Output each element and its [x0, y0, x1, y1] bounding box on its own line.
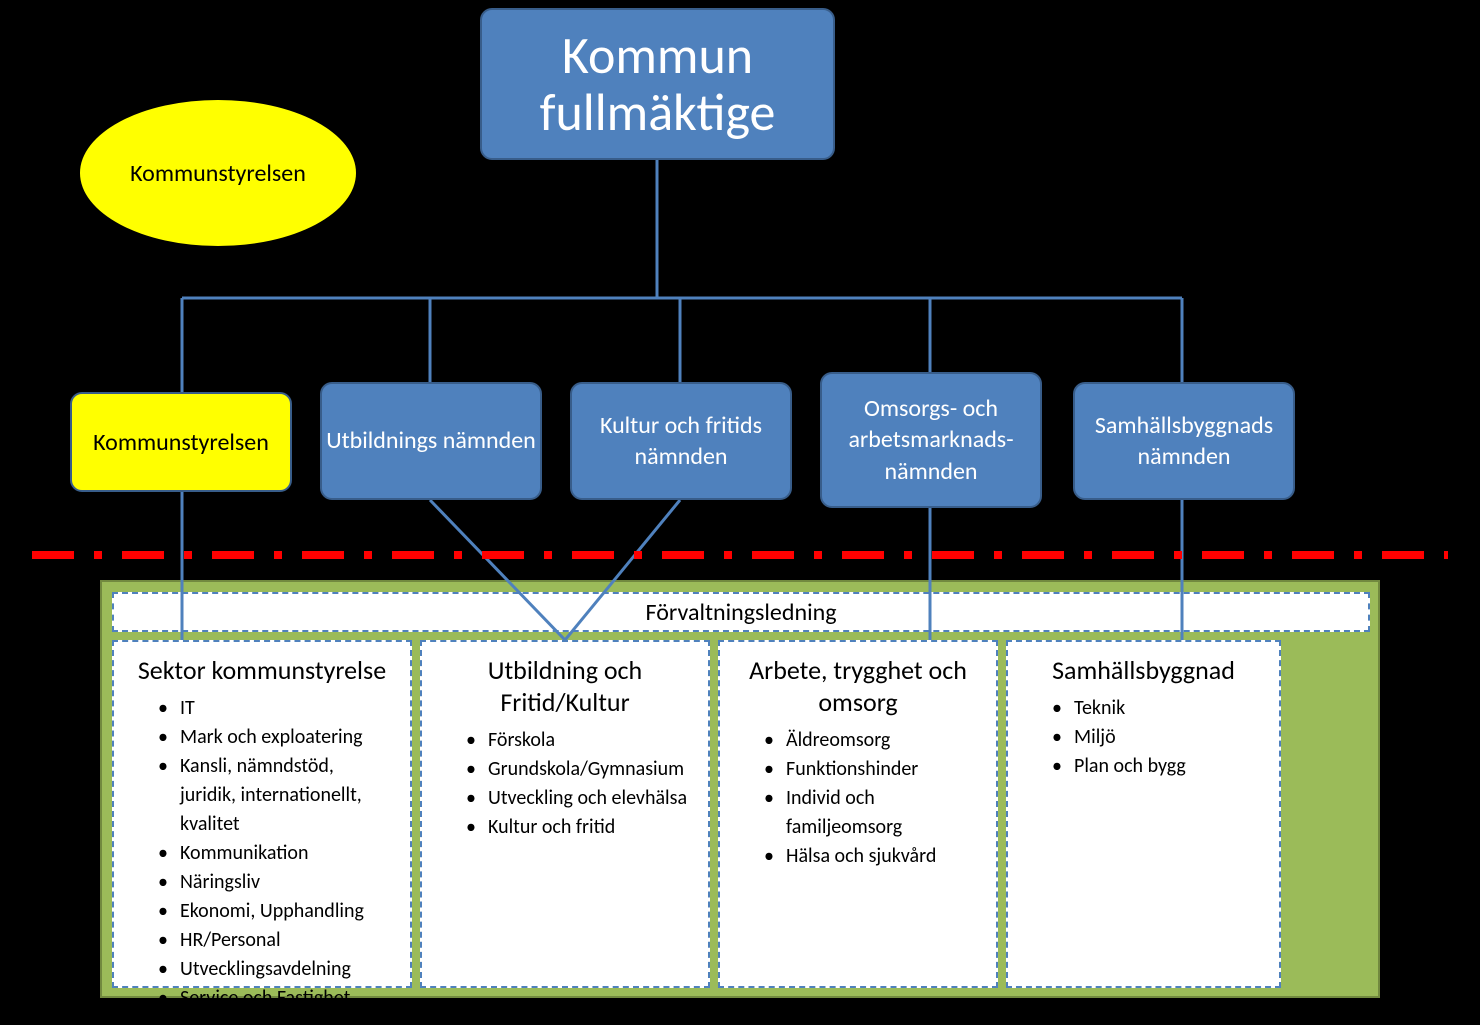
- sector-title: Samhällsbyggnad: [1026, 654, 1261, 686]
- sector-list-item: Miljö: [1052, 723, 1261, 752]
- sector-list-item: Hälsa och sjukvård: [764, 842, 978, 871]
- row-node-label: Samhällsbyggnads nämnden: [1075, 410, 1293, 472]
- sector-list-item: Förskola: [466, 726, 690, 755]
- sector-list-item: HR/Personal: [158, 926, 392, 955]
- sector-list-item: Kansli, nämndstöd, juridik, internatione…: [158, 752, 392, 839]
- sector-list-item: Utvecklingsavdelning: [158, 955, 392, 984]
- sector-list: FörskolaGrundskola/GymnasiumUtveckling o…: [440, 726, 690, 842]
- top-node-line1: Kommun: [540, 27, 776, 84]
- ellipse-label: Kommunstyrelsen: [130, 159, 306, 188]
- sector-list-item: Mark och exploatering: [158, 723, 392, 752]
- sector-list: TeknikMiljöPlan och bygg: [1026, 694, 1261, 781]
- row-node-samhalls: Samhällsbyggnads nämnden: [1073, 382, 1295, 500]
- sector-list: ÄldreomsorgFunktionshinderIndivid och fa…: [738, 726, 978, 871]
- row-node-label: Utbildnings nämnden: [326, 425, 536, 456]
- sector-list-item: Kultur och fritid: [466, 813, 690, 842]
- sector-list-item: Plan och bygg: [1052, 752, 1261, 781]
- sector-list-item: IT: [158, 694, 392, 723]
- sector-list-item: Kommunikation: [158, 839, 392, 868]
- row-node-label: Kultur och fritids nämnden: [572, 410, 790, 472]
- row-node-kultur: Kultur och fritids nämnden: [570, 382, 792, 500]
- sector-list-item: Teknik: [1052, 694, 1261, 723]
- sector-box-0: Sektor kommunstyrelse ITMark och exploate…: [112, 640, 412, 988]
- sector-list-item: Grundskola/Gymnasium: [466, 755, 690, 784]
- sector-list-item: Näringsliv: [158, 868, 392, 897]
- forvaltning-bar: Förvaltningsledning: [112, 592, 1370, 632]
- top-node-line2: fullmäktige: [540, 84, 776, 141]
- sector-list-item: Service och Fastighet: [158, 984, 392, 1013]
- row-node-label: Omsorgs- och arbetsmarknads-nämnden: [822, 393, 1040, 487]
- sector-list-item: Äldreomsorg: [764, 726, 978, 755]
- sector-title: Arbete, trygghet och omsorg: [738, 654, 978, 718]
- top-node-kommun-fullmaktige: Kommun fullmäktige: [480, 8, 835, 160]
- row-node-label: Kommunstyrelsen: [93, 428, 269, 457]
- sector-list-item: Ekonomi, Upphandling: [158, 897, 392, 926]
- row-node-utbildnings: Utbildnings nämnden: [320, 382, 542, 500]
- forvaltning-label: Förvaltningsledning: [646, 598, 837, 627]
- sector-list: ITMark och exploateringKansli, nämndstöd…: [132, 694, 392, 1013]
- sector-box-1: Utbildning och Fritid/Kultur FörskolaGrun…: [420, 640, 710, 988]
- ellipse-kommunstyrelsen: Kommunstyrelsen: [78, 98, 358, 248]
- row-node-kommunstyrelsen: Kommunstyrelsen: [70, 392, 292, 492]
- sector-title: Sektor kommunstyrelse: [132, 654, 392, 686]
- row-node-omsorgs: Omsorgs- och arbetsmarknads-nämnden: [820, 372, 1042, 508]
- sector-box-3: Samhällsbyggnad TeknikMiljöPlan och bygg: [1006, 640, 1281, 988]
- sector-box-2: Arbete, trygghet och omsorg ÄldreomsorgFu…: [718, 640, 998, 988]
- sector-list-item: Utveckling och elevhälsa: [466, 784, 690, 813]
- sector-list-item: Individ och familjeomsorg: [764, 784, 978, 842]
- sector-list-item: Funktionshinder: [764, 755, 978, 784]
- sector-title: Utbildning och Fritid/Kultur: [440, 654, 690, 718]
